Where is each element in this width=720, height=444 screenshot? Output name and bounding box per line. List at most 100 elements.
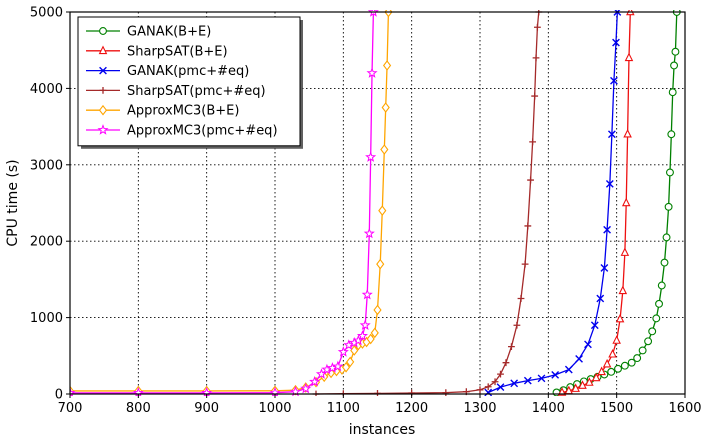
series-1-point-18 <box>657 281 666 290</box>
series-5-point-23 <box>381 102 390 113</box>
x-tick-label-9: 1600 <box>668 401 701 416</box>
series-4-point-2 <box>374 389 381 396</box>
y-tick-label-0: 0 <box>55 388 63 403</box>
x-tick-label-1: 800 <box>126 401 151 416</box>
series-4-point-11 <box>508 343 515 351</box>
series-1-point-14 <box>644 337 653 346</box>
series-1-point-8 <box>607 367 616 376</box>
series-2-point-4 <box>585 377 594 386</box>
series-3-point-13 <box>605 180 614 188</box>
x-tick-label-7: 1400 <box>532 401 565 416</box>
x-tick-label-5: 1200 <box>395 401 428 416</box>
series-3-point-0 <box>484 388 493 396</box>
series-5-point-11 <box>341 361 351 373</box>
legend-swatch-marker-6 <box>97 124 109 135</box>
series-3-point-1 <box>496 383 505 392</box>
series-6-point-10 <box>332 360 344 372</box>
series-5-point-12 <box>346 356 355 368</box>
series-4-point-20 <box>534 23 541 31</box>
series-3-point-11 <box>600 264 609 272</box>
series-4-point-13 <box>517 295 525 302</box>
series-4-point-16 <box>527 176 534 184</box>
legend-item-2: SharpSAT(B+E) <box>86 44 228 59</box>
legend-item-4: SharpSAT(pmc+#eq) <box>86 84 266 99</box>
legend-label-4: SharpSAT(pmc+#eq) <box>127 84 266 99</box>
series-3-point-4 <box>537 374 546 383</box>
series-3-line <box>487 11 618 394</box>
series-6-point-11 <box>337 346 349 357</box>
series-1-point-13 <box>638 346 647 355</box>
legend-swatch-marker-3 <box>99 66 107 75</box>
legend: GANAK(B+E) SharpSAT(B+E) GANAK(pmc+#eq) Sha… <box>77 16 303 149</box>
series-4-line <box>315 11 540 395</box>
legend-item-1: GANAK(B+E) <box>86 25 211 40</box>
series-3-point-15 <box>610 76 618 85</box>
series-1-point-10 <box>620 361 629 370</box>
series-4-point-15 <box>524 222 532 230</box>
series-3-point-14 <box>607 130 616 139</box>
legend-item-6: ApproxMC3(pmc+#eq) <box>86 124 278 139</box>
x-tick-label-8: 1500 <box>600 401 633 416</box>
series-2-point-6 <box>597 366 606 376</box>
series-5-point-19 <box>373 304 382 316</box>
legend-label-6: ApproxMC3(pmc+#eq) <box>127 124 278 139</box>
series-6-point-19 <box>365 151 377 162</box>
y-tick-label-2: 2000 <box>30 235 63 250</box>
y-tick-label-5: 5000 <box>30 6 63 21</box>
series-3-point-10 <box>596 294 605 303</box>
series-2-point-10 <box>615 313 625 323</box>
y-tick-label-1: 1000 <box>30 311 63 326</box>
legend-swatch-marker-5 <box>98 104 108 116</box>
series-1-point-20 <box>662 233 671 242</box>
series-6-point-5 <box>300 382 312 394</box>
series-4-point-10 <box>502 359 510 367</box>
legend-label-3: GANAK(pmc+#eq) <box>127 64 249 79</box>
series-1-point-24 <box>668 88 677 97</box>
x-tick-label-4: 1100 <box>327 401 360 416</box>
series-2-point-13 <box>621 197 631 207</box>
series-4-point-14 <box>521 260 529 268</box>
series-1-point-25 <box>670 61 679 70</box>
legend-box <box>77 16 301 147</box>
series-1-point-23 <box>667 130 676 139</box>
series-4-point-4 <box>442 389 450 396</box>
series-1-point-9 <box>614 364 622 373</box>
x-tick-label-0: 700 <box>58 401 83 416</box>
series-5-point-18 <box>370 327 379 339</box>
x-tick-label-6: 1300 <box>463 401 496 416</box>
series-2-point-8 <box>608 348 617 358</box>
series-5-point-24 <box>382 60 392 71</box>
series-5-point-22 <box>380 144 389 155</box>
series-3-point-6 <box>564 365 573 374</box>
series-4-point-8 <box>491 378 499 386</box>
series-6-point-21 <box>367 10 379 17</box>
series-6-point-6 <box>309 375 321 387</box>
series-6-point-15 <box>356 330 369 341</box>
series-1-point-19 <box>660 258 669 267</box>
series-4-point-18 <box>531 92 539 100</box>
series-6-point-18 <box>363 227 375 239</box>
legend-swatch-marker-1 <box>99 27 107 35</box>
series-2-point-7 <box>602 358 612 368</box>
series-3-point-2 <box>510 379 519 388</box>
series-1-point-11 <box>627 358 636 367</box>
x-axis-label: instances <box>349 422 416 438</box>
legend-label-1: GANAK(B+E) <box>127 25 211 40</box>
series-1-point-21 <box>664 202 673 211</box>
x-tick-label-3: 1000 <box>258 401 291 416</box>
series-1-point-16 <box>652 314 661 323</box>
series-1-point-22 <box>666 168 674 177</box>
y-axis-label: CPU time (s) <box>5 159 21 246</box>
series-5-point-13 <box>350 345 359 356</box>
series-6 <box>70 10 379 396</box>
series-6-point-14 <box>352 334 364 346</box>
series-3 <box>484 10 622 396</box>
series-2-point-12 <box>620 247 630 256</box>
series-1-point-26 <box>671 47 680 56</box>
series-6-point-16 <box>359 319 371 330</box>
series-2-point-14 <box>623 128 632 138</box>
series-3-point-3 <box>523 376 532 385</box>
legend-swatch-marker-4 <box>99 87 107 94</box>
series-4-point-17 <box>529 138 537 146</box>
series-3-point-7 <box>575 354 583 363</box>
